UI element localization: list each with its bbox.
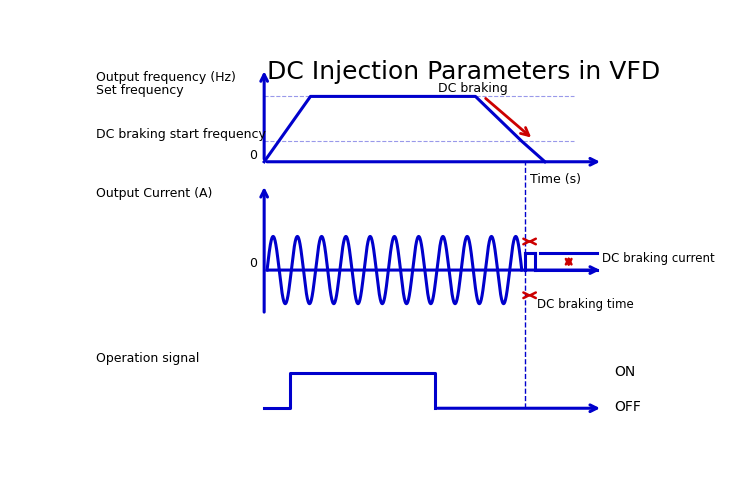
Text: ON: ON — [614, 364, 636, 378]
Text: DC braking: DC braking — [438, 82, 529, 136]
Text: DC braking start frequency: DC braking start frequency — [96, 128, 266, 141]
Text: DC Injection Parameters in VFD: DC Injection Parameters in VFD — [267, 60, 660, 84]
Text: 0: 0 — [249, 148, 257, 161]
Text: Output frequency (Hz): Output frequency (Hz) — [96, 71, 236, 84]
Text: DC braking time: DC braking time — [537, 298, 634, 311]
Text: OFF: OFF — [614, 400, 641, 413]
Text: 0: 0 — [249, 257, 257, 270]
Text: Output Current (A): Output Current (A) — [96, 187, 213, 199]
Text: Time (s): Time (s) — [530, 173, 581, 186]
Text: DC braking current: DC braking current — [601, 252, 714, 265]
Text: Set frequency: Set frequency — [96, 84, 184, 96]
Text: Operation signal: Operation signal — [96, 351, 199, 364]
